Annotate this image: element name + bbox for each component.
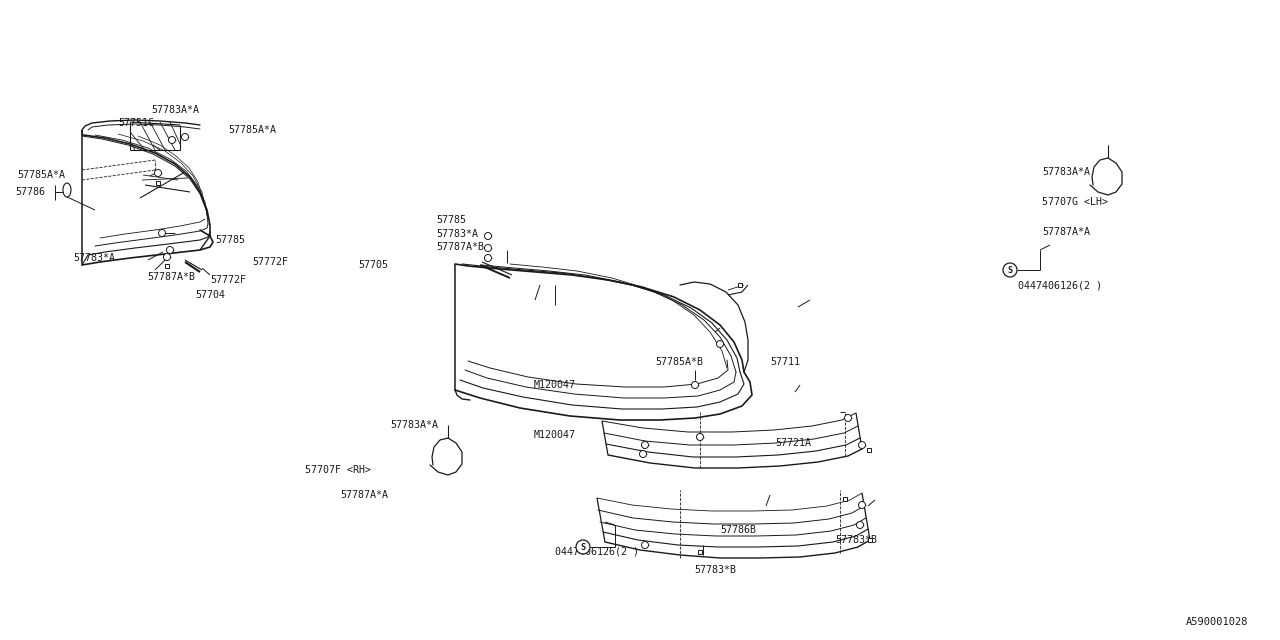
Ellipse shape: [63, 183, 70, 197]
Circle shape: [166, 246, 174, 253]
Circle shape: [169, 136, 175, 143]
Text: 57785A*B: 57785A*B: [655, 357, 703, 367]
Text: 57783A*A: 57783A*A: [1042, 167, 1091, 177]
Circle shape: [485, 255, 492, 262]
Text: 57787A*B: 57787A*B: [436, 242, 484, 252]
Circle shape: [859, 442, 865, 449]
Bar: [739, 283, 742, 287]
Text: 57785: 57785: [436, 215, 466, 225]
Text: 57711: 57711: [771, 357, 800, 367]
Bar: [165, 264, 169, 268]
Text: 57785: 57785: [215, 235, 244, 245]
Text: 57772F: 57772F: [252, 257, 288, 267]
Text: 57787A*A: 57787A*A: [340, 490, 388, 500]
Text: 57786B: 57786B: [721, 525, 756, 535]
Text: 57751C: 57751C: [118, 118, 154, 128]
Circle shape: [696, 433, 704, 440]
Text: 57786: 57786: [15, 187, 45, 197]
Text: S: S: [581, 543, 585, 552]
Circle shape: [845, 415, 851, 422]
Circle shape: [641, 541, 649, 548]
Bar: [844, 497, 847, 501]
Text: 57787A*B: 57787A*B: [147, 272, 195, 282]
Bar: [698, 550, 701, 554]
Text: 57783*A: 57783*A: [73, 253, 115, 263]
Text: 57783A*A: 57783A*A: [151, 105, 198, 115]
Text: M120047: M120047: [534, 380, 576, 390]
Circle shape: [641, 442, 649, 449]
Circle shape: [1004, 263, 1018, 277]
Text: 57707F <RH>: 57707F <RH>: [305, 465, 371, 475]
Text: 57783*B: 57783*B: [835, 535, 877, 545]
Text: 57783*B: 57783*B: [694, 565, 736, 575]
Text: 57787A*A: 57787A*A: [1042, 227, 1091, 237]
Circle shape: [576, 540, 590, 554]
Text: 57783A*A: 57783A*A: [390, 420, 438, 430]
Text: 57707G <LH>: 57707G <LH>: [1042, 197, 1108, 207]
Text: 57783*A: 57783*A: [436, 229, 477, 239]
Bar: [156, 181, 160, 185]
Text: A590001028: A590001028: [1185, 617, 1248, 627]
Circle shape: [691, 381, 699, 388]
Text: 57785A*A: 57785A*A: [17, 170, 65, 180]
Circle shape: [859, 502, 865, 509]
Circle shape: [717, 340, 723, 348]
Circle shape: [640, 451, 646, 458]
Text: M120047: M120047: [534, 430, 576, 440]
Circle shape: [155, 170, 161, 177]
Text: 0447406126(2 ): 0447406126(2 ): [556, 547, 639, 557]
Text: 57721A: 57721A: [774, 438, 812, 448]
Circle shape: [182, 134, 188, 141]
Text: 57772F: 57772F: [210, 275, 246, 285]
Text: S: S: [1007, 266, 1012, 275]
Text: 57785A*A: 57785A*A: [228, 125, 276, 135]
Text: 57704: 57704: [195, 290, 225, 300]
Circle shape: [485, 244, 492, 252]
Bar: [868, 538, 872, 542]
Circle shape: [485, 232, 492, 239]
Text: 57705: 57705: [358, 260, 388, 270]
Circle shape: [856, 522, 864, 529]
Bar: [867, 448, 870, 452]
Circle shape: [164, 253, 170, 260]
Circle shape: [159, 230, 165, 237]
Text: 0447406126(2 ): 0447406126(2 ): [1018, 280, 1102, 290]
